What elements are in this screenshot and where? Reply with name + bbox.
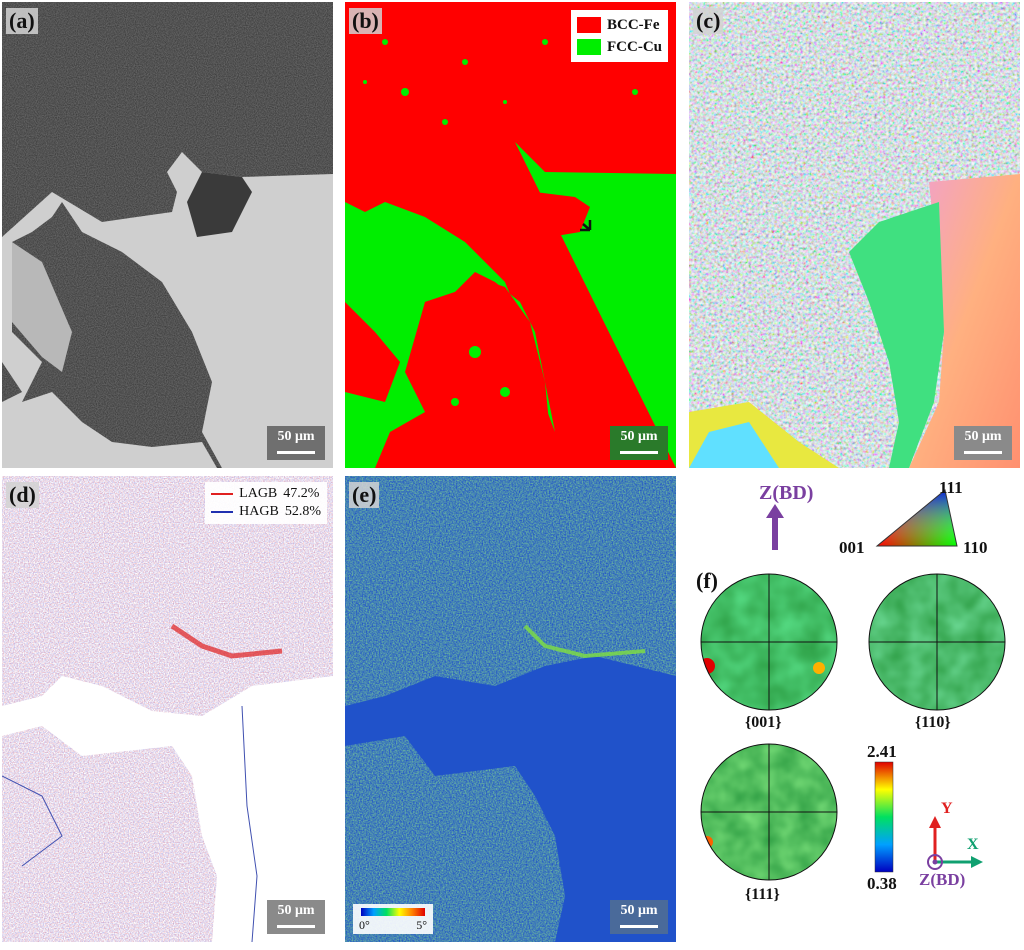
legend-entry-hagb: HAGB 52.8% xyxy=(211,503,321,521)
legend-label: FCC-Cu xyxy=(607,38,662,55)
legend-line xyxy=(211,493,234,495)
scale-bar-label: 50 μm xyxy=(277,903,315,918)
axis-z-label: Z(BD) xyxy=(919,870,966,889)
pole-figure-110 xyxy=(868,573,1006,711)
panel-label: (e) xyxy=(349,482,380,508)
scale-bar: 50 μm xyxy=(267,426,325,460)
pole-figure-001 xyxy=(700,573,838,711)
pole-label-110: {110} xyxy=(915,714,951,731)
legend-entry-fe: BCC-Fe xyxy=(577,14,662,36)
build-direction-label: Z(BD) xyxy=(759,482,814,504)
colorbar-min-label: 0.38 xyxy=(867,874,897,893)
panel-a-sem-image: (a) 50 μm xyxy=(2,2,333,468)
legend-value: 52.8% xyxy=(284,504,321,519)
intensity-colorbar xyxy=(874,761,894,873)
panel-label: (c) xyxy=(693,8,724,34)
panel-label: (a) xyxy=(6,8,38,34)
pole-figure-111 xyxy=(700,743,838,881)
scale-bar-line xyxy=(620,925,658,928)
pole-label-001: {001} xyxy=(745,714,782,731)
scale-bar: 50 μm xyxy=(610,426,668,460)
scale-bar-line xyxy=(277,925,315,928)
colorbar-max-label: 2.41 xyxy=(867,742,897,761)
boundary-legend: LAGB 47.2% HAGB 52.8% xyxy=(205,482,327,524)
fcc-cu-region xyxy=(345,142,676,468)
ipf-triangle-icon xyxy=(875,489,958,547)
colorbar-min: 0° xyxy=(359,918,370,932)
legend-entry-lagb: LAGB 47.2% xyxy=(211,485,321,503)
legend-value: 47.2% xyxy=(283,486,320,501)
coordinate-axes-icon xyxy=(927,816,983,870)
legend-entry-cu: FCC-Cu xyxy=(577,36,662,58)
kam-map-image xyxy=(345,476,676,942)
panel-b-phase-map: (b) BCC-Fe FCC-Cu 50 μm xyxy=(345,2,676,468)
legend-label: LAGB xyxy=(239,486,278,501)
panel-label: (d) xyxy=(6,482,39,508)
fe-particle xyxy=(530,192,590,237)
scale-bar: 50 μm xyxy=(267,900,325,934)
panel-label: (f) xyxy=(693,568,721,594)
legend-swatch xyxy=(577,39,601,55)
ipf-label-111: 111 xyxy=(939,478,963,497)
scale-bar: 50 μm xyxy=(610,900,668,934)
legend-line xyxy=(211,511,234,513)
pole-label-111: {111} xyxy=(745,886,780,903)
scale-bar-line xyxy=(964,451,1002,454)
scale-bar: 50 μm xyxy=(954,426,1012,460)
kam-gradient xyxy=(361,908,425,916)
panel-e-kam-map: (e) 0° 5° 50 μm xyxy=(345,476,676,942)
axis-y-label: Y xyxy=(941,800,953,817)
phase-legend: BCC-Fe FCC-Cu xyxy=(571,10,668,62)
panel-label: (b) xyxy=(349,8,382,34)
grain-boundary-image xyxy=(2,476,333,942)
build-direction-arrow-icon xyxy=(766,504,784,550)
ipf-label-001: 001 xyxy=(839,538,865,557)
phase-map-image xyxy=(345,2,676,468)
ipf-map-image xyxy=(689,2,1020,468)
panel-f-pole-figures: Z(BD) 111 001 110 (f) xyxy=(689,476,1020,946)
legend-swatch xyxy=(577,17,601,33)
arrow-icon xyxy=(580,220,592,232)
sem-image xyxy=(2,2,333,468)
scale-bar-label: 50 μm xyxy=(964,429,1002,444)
panel-c-ipf-map: (c) 50 μm xyxy=(689,2,1020,468)
panel-d-grain-boundary-map: (d) LAGB 47.2% HAGB 52.8% 50 μm xyxy=(2,476,333,942)
scale-bar-label: 50 μm xyxy=(620,429,658,444)
colorbar-max: 5° xyxy=(416,918,427,932)
ipf-label-110: 110 xyxy=(963,538,988,557)
scale-bar-line xyxy=(277,451,315,454)
pole-figures xyxy=(700,573,1006,881)
scale-bar-label: 50 μm xyxy=(620,903,658,918)
axis-x-label: X xyxy=(967,836,979,853)
copper-region xyxy=(2,152,333,468)
kam-colorbar: 0° 5° xyxy=(353,904,433,934)
legend-label: BCC-Fe xyxy=(607,16,660,33)
legend-label: HAGB xyxy=(239,504,279,519)
scale-bar-line xyxy=(620,451,658,454)
scale-bar-label: 50 μm xyxy=(277,429,315,444)
